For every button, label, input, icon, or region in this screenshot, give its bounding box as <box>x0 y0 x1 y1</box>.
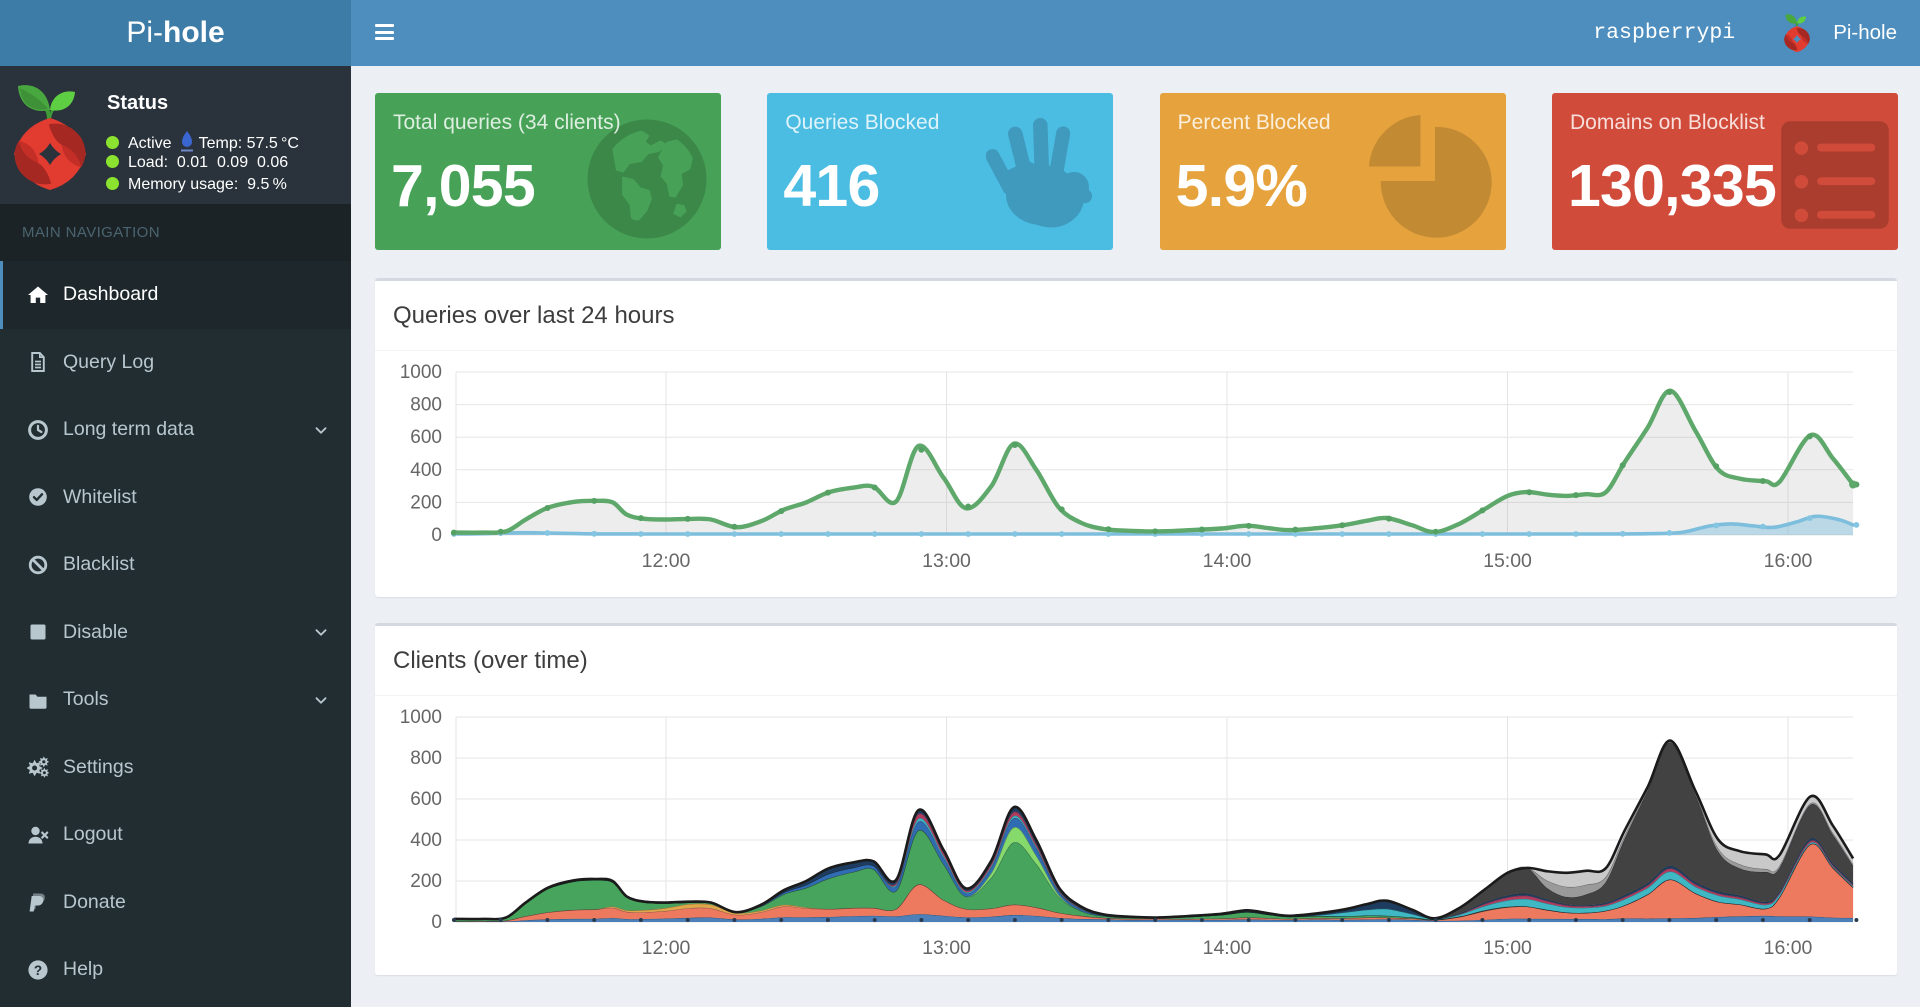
svg-text:600: 600 <box>410 427 442 448</box>
svg-text:800: 800 <box>410 395 442 416</box>
svg-text:0: 0 <box>431 912 442 933</box>
svg-text:13:00: 13:00 <box>922 550 971 572</box>
svg-text:12:00: 12:00 <box>642 937 691 959</box>
svg-text:600: 600 <box>410 789 442 810</box>
svg-text:14:00: 14:00 <box>1203 937 1252 959</box>
svg-text:200: 200 <box>410 871 442 892</box>
svg-text:200: 200 <box>410 492 442 513</box>
svg-text:?: ? <box>34 963 42 978</box>
svg-text:13:00: 13:00 <box>922 937 971 959</box>
svg-text:16:00: 16:00 <box>1764 550 1813 572</box>
svg-text:15:00: 15:00 <box>1483 937 1532 959</box>
svg-text:400: 400 <box>410 830 442 851</box>
svg-text:1000: 1000 <box>400 362 442 383</box>
svg-text:14:00: 14:00 <box>1203 550 1252 572</box>
svg-text:0: 0 <box>431 525 442 546</box>
svg-text:15:00: 15:00 <box>1483 550 1532 572</box>
svg-text:16:00: 16:00 <box>1764 937 1813 959</box>
svg-text:400: 400 <box>410 460 442 481</box>
svg-text:1000: 1000 <box>400 707 442 728</box>
svg-text:12:00: 12:00 <box>642 550 691 572</box>
svg-text:800: 800 <box>410 748 442 769</box>
